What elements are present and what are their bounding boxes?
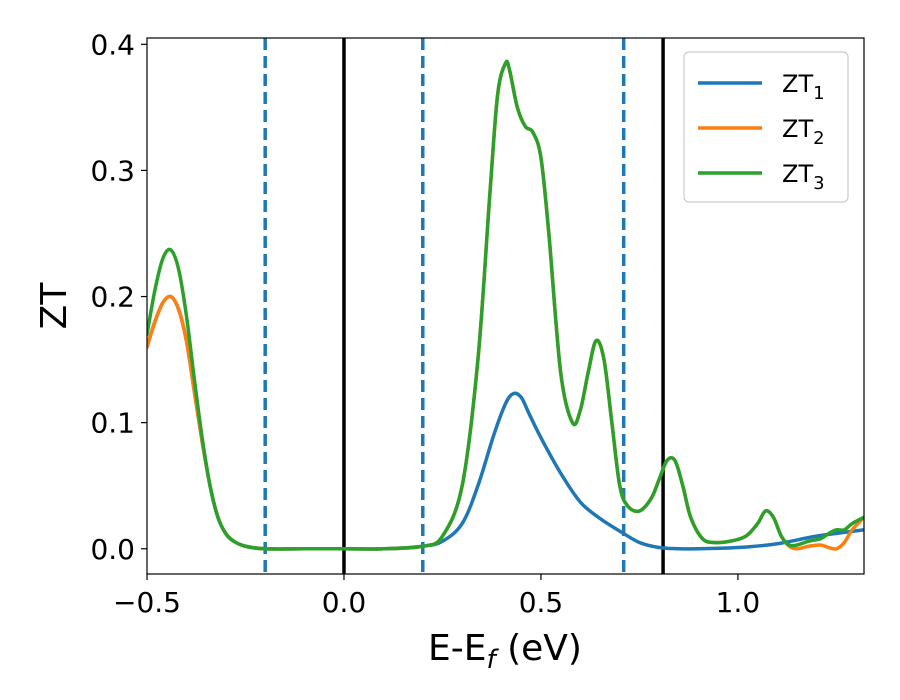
x-tick-label: 0.5 bbox=[519, 586, 564, 619]
series-lines bbox=[147, 59, 864, 551]
x-tick-label: 0.0 bbox=[322, 586, 367, 619]
x-axis-title: E-Ef (eV) bbox=[428, 628, 582, 675]
y-tick-label: 0.2 bbox=[90, 281, 135, 314]
y-tick-label: 0.0 bbox=[90, 533, 135, 566]
legend: ZT1 ZT2 ZT3 bbox=[683, 51, 849, 203]
x-axis-ticks: −0.5 0.0 0.5 1.0 bbox=[113, 574, 760, 619]
legend-label-zt2: ZT2 bbox=[782, 115, 825, 149]
x-axis-title-main: E-E bbox=[428, 628, 486, 669]
y-tick-label: 0.4 bbox=[90, 28, 135, 61]
legend-label-zt3: ZT3 bbox=[782, 160, 825, 194]
legend-box bbox=[683, 51, 849, 203]
y-axis-title: ZT bbox=[34, 282, 75, 330]
y-tick-label: 0.3 bbox=[90, 154, 135, 187]
x-axis-title-unit: (eV) bbox=[496, 628, 582, 669]
plot-frame bbox=[146, 37, 865, 575]
reference-lines bbox=[263, 38, 665, 574]
y-axis-ticks: 0.0 0.1 0.2 0.3 0.4 bbox=[90, 28, 147, 566]
x-tick-label: 1.0 bbox=[716, 586, 761, 619]
series-line-zt3 bbox=[147, 59, 864, 551]
y-tick-label: 0.1 bbox=[90, 407, 135, 440]
legend-label-zt1: ZT1 bbox=[782, 70, 825, 104]
x-tick-label: −0.5 bbox=[113, 586, 181, 619]
